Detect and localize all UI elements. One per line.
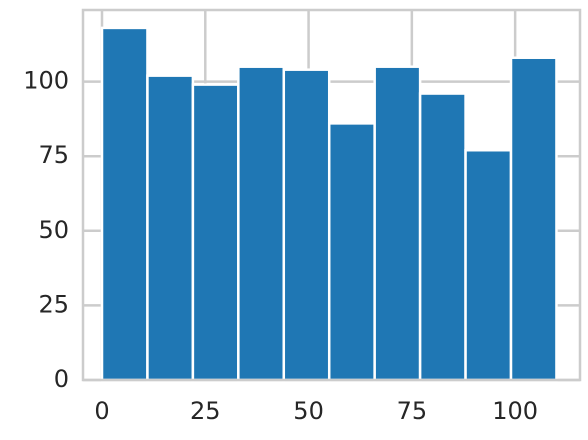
bar (146, 74, 195, 382)
y-tick-label: 0 (54, 365, 69, 393)
bar (509, 56, 558, 382)
x-tick-label: 75 (397, 397, 428, 425)
bar (327, 122, 376, 382)
tick-labels: 0 25 50 75 100 0 25 50 75 100 (23, 67, 538, 425)
x-tick-label: 100 (492, 397, 538, 425)
y-tick-label: 25 (38, 290, 69, 318)
y-tick-label: 100 (23, 67, 69, 95)
x-tick-label: 0 (94, 397, 109, 425)
bar (373, 65, 422, 382)
y-tick-label: 50 (38, 216, 69, 244)
bar (237, 65, 286, 382)
x-tick-label: 50 (293, 397, 324, 425)
axes-frame (81, 8, 582, 382)
x-tick-label: 25 (190, 397, 221, 425)
bar (418, 92, 467, 382)
bar (191, 83, 240, 382)
bar (282, 68, 331, 382)
bar (100, 26, 149, 382)
y-tick-label: 75 (38, 141, 69, 169)
bar (464, 148, 513, 382)
